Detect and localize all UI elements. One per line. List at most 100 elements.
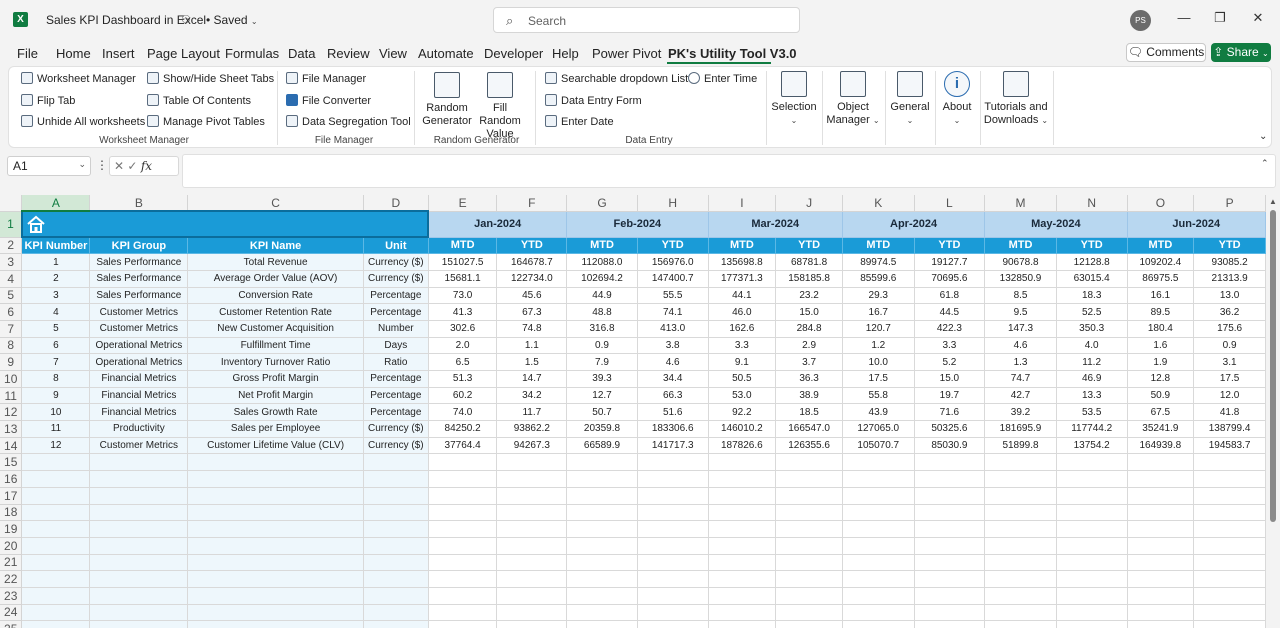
empty-cell[interactable] xyxy=(1193,604,1266,622)
empty-cell[interactable] xyxy=(1193,620,1266,628)
data-cell[interactable]: 3.1 xyxy=(1193,353,1266,371)
data-cell[interactable]: 1.3 xyxy=(984,353,1057,371)
empty-cell[interactable] xyxy=(708,520,777,538)
fill-random-value-button[interactable]: Fill Random Value xyxy=(473,72,527,141)
row-header[interactable]: 14 xyxy=(0,437,23,455)
empty-cell[interactable] xyxy=(1193,470,1266,488)
data-cell[interactable]: 187826.6 xyxy=(708,437,777,455)
tab-view[interactable]: View xyxy=(379,46,407,61)
data-cell[interactable]: 17.5 xyxy=(1193,370,1266,388)
data-cell[interactable]: 12.0 xyxy=(1193,387,1266,405)
formula-input[interactable] xyxy=(182,154,1276,188)
empty-cell[interactable] xyxy=(428,487,498,505)
data-cell[interactable]: 66589.9 xyxy=(566,437,638,455)
header-cell[interactable]: MTD xyxy=(428,237,498,255)
row-header[interactable]: 11 xyxy=(0,387,23,405)
share-button[interactable]: ⇪ Share ⌄ xyxy=(1211,43,1271,62)
data-cell[interactable]: Currency ($) xyxy=(363,420,429,438)
data-cell[interactable]: Percentage xyxy=(363,370,429,388)
column-header[interactable]: P xyxy=(1193,195,1266,212)
data-cell[interactable]: 3.7 xyxy=(775,353,843,371)
tab-file[interactable]: File xyxy=(17,46,38,61)
data-cell[interactable]: 12128.8 xyxy=(1056,253,1128,271)
empty-cell[interactable] xyxy=(428,504,498,522)
data-cell[interactable]: 39.2 xyxy=(984,403,1057,422)
data-cell[interactable]: 284.8 xyxy=(775,320,843,338)
empty-cell[interactable] xyxy=(1056,604,1128,622)
data-cell[interactable]: 156976.0 xyxy=(637,253,709,271)
data-cell[interactable]: 67.5 xyxy=(1127,403,1195,422)
data-cell[interactable]: Total Revenue xyxy=(187,253,364,271)
home-cell[interactable] xyxy=(20,210,430,238)
data-cell[interactable]: 38.9 xyxy=(775,387,843,405)
tab-review[interactable]: Review xyxy=(327,46,370,61)
empty-cell[interactable] xyxy=(428,537,498,555)
empty-cell[interactable] xyxy=(1127,487,1195,505)
empty-cell[interactable] xyxy=(187,604,364,622)
empty-cell[interactable] xyxy=(21,453,91,472)
data-cell[interactable]: 51.6 xyxy=(637,403,709,422)
empty-cell[interactable] xyxy=(984,554,1057,572)
empty-cell[interactable] xyxy=(1127,587,1195,605)
empty-cell[interactable] xyxy=(566,520,638,538)
more-options-icon[interactable]: ⋮ xyxy=(96,158,108,172)
data-cell[interactable]: 1 xyxy=(21,253,91,271)
empty-cell[interactable] xyxy=(566,554,638,572)
empty-cell[interactable] xyxy=(187,487,364,505)
data-cell[interactable]: 2.0 xyxy=(428,337,498,355)
empty-cell[interactable] xyxy=(775,554,843,572)
data-cell[interactable]: 67.3 xyxy=(496,303,568,321)
empty-cell[interactable] xyxy=(708,504,777,522)
data-cell[interactable]: 13.3 xyxy=(1056,387,1128,405)
empty-cell[interactable] xyxy=(496,604,568,622)
data-cell[interactable]: 162.6 xyxy=(708,320,777,338)
data-cell[interactable]: 350.3 xyxy=(1056,320,1128,338)
empty-cell[interactable] xyxy=(708,554,777,572)
data-cell[interactable]: 73.0 xyxy=(428,287,498,305)
data-cell[interactable]: 93085.2 xyxy=(1193,253,1266,271)
empty-cell[interactable] xyxy=(363,587,429,605)
vertical-scrollbar[interactable]: ▲ xyxy=(1267,195,1280,628)
empty-cell[interactable] xyxy=(984,453,1057,472)
data-cell[interactable]: 55.8 xyxy=(842,387,915,405)
row-header[interactable]: 4 xyxy=(0,270,23,288)
empty-cell[interactable] xyxy=(89,604,189,622)
data-cell[interactable]: 183306.6 xyxy=(637,420,709,438)
data-cell[interactable]: Percentage xyxy=(363,387,429,405)
data-cell[interactable]: 8 xyxy=(21,370,91,388)
data-cell[interactable]: 89.5 xyxy=(1127,303,1195,321)
data-cell[interactable]: 158185.8 xyxy=(775,270,843,288)
header-cell[interactable]: KPI Name xyxy=(187,237,364,255)
data-cell[interactable]: 86975.5 xyxy=(1127,270,1195,288)
empty-cell[interactable] xyxy=(842,604,915,622)
empty-cell[interactable] xyxy=(89,470,189,488)
data-cell[interactable]: 9 xyxy=(21,387,91,405)
data-cell[interactable]: 5 xyxy=(21,320,91,338)
data-cell[interactable]: 51899.8 xyxy=(984,437,1057,455)
empty-cell[interactable] xyxy=(21,620,91,628)
data-cell[interactable]: 1.1 xyxy=(496,337,568,355)
home-icon[interactable] xyxy=(26,215,46,233)
data-cell[interactable]: 61.8 xyxy=(914,287,986,305)
column-header[interactable]: H xyxy=(637,195,709,212)
empty-cell[interactable] xyxy=(637,537,709,555)
data-cell[interactable]: 138799.4 xyxy=(1193,420,1266,438)
empty-cell[interactable] xyxy=(775,453,843,472)
empty-cell[interactable] xyxy=(1056,587,1128,605)
data-cell[interactable]: Sales Performance xyxy=(89,270,189,288)
empty-cell[interactable] xyxy=(187,537,364,555)
empty-cell[interactable] xyxy=(914,570,986,588)
data-cell[interactable]: 127065.0 xyxy=(842,420,915,438)
empty-cell[interactable] xyxy=(1056,453,1128,472)
data-cell[interactable]: Sales Growth Rate xyxy=(187,403,364,422)
data-cell[interactable]: 15.0 xyxy=(775,303,843,321)
data-cell[interactable]: Customer Metrics xyxy=(89,303,189,321)
tab-power-pivot[interactable]: Power Pivot xyxy=(592,46,662,61)
scroll-up-icon[interactable]: ▲ xyxy=(1269,197,1277,206)
general-button[interactable]: General ⌄ xyxy=(887,71,933,127)
data-cell[interactable]: 74.7 xyxy=(984,370,1057,388)
data-cell[interactable]: 52.5 xyxy=(1056,303,1128,321)
data-segregation-tool-button[interactable]: Data Segregation Tool xyxy=(286,115,411,128)
data-cell[interactable]: 12 xyxy=(21,437,91,455)
empty-cell[interactable] xyxy=(1127,520,1195,538)
